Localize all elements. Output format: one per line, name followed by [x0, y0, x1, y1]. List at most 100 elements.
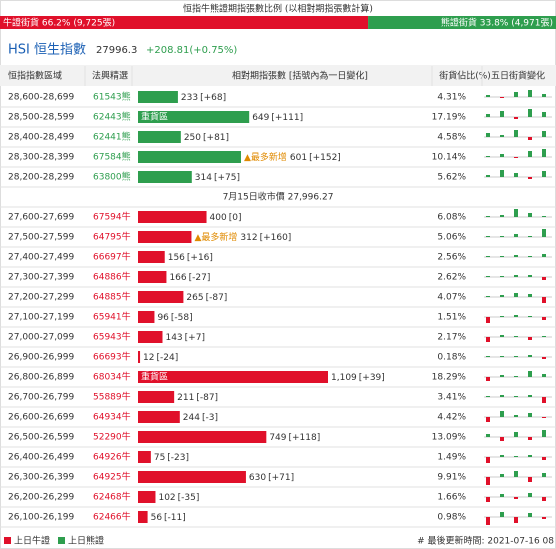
contract-label: 314 [+75]	[195, 173, 240, 183]
contracts: 400	[210, 213, 227, 223]
code-link[interactable]: 62468牛	[93, 491, 131, 503]
share: 2.17%	[437, 333, 466, 343]
five-day-bar	[528, 213, 532, 217]
contract-label: 1,109 [+39]	[331, 373, 385, 383]
index-change: +208.81(+0.75%)	[146, 45, 237, 56]
index-name: 恒生指數	[34, 43, 86, 58]
code-link[interactable]: 66697牛	[93, 251, 131, 263]
code-link[interactable]: 64795牛	[93, 231, 131, 243]
five-day-bar	[486, 216, 490, 217]
five-day-bar	[528, 493, 532, 497]
contract-label: 233 [+68]	[181, 93, 226, 103]
code-link[interactable]: 66693牛	[93, 351, 131, 363]
contracts: 749	[269, 433, 286, 443]
change: [+68]	[200, 93, 226, 103]
contract-bar	[138, 151, 241, 163]
code-link[interactable]: 62443熊	[93, 111, 131, 123]
five-day-bar	[542, 336, 546, 337]
contract-bar	[138, 451, 151, 463]
change: [+7]	[185, 333, 205, 343]
code-link[interactable]: 61543熊	[93, 91, 131, 103]
share: 0.98%	[437, 513, 466, 523]
range: 27,600-27,699	[8, 213, 75, 223]
five-day-bar	[542, 497, 546, 501]
contracts: 312	[240, 233, 257, 243]
five-day-bar	[514, 471, 518, 477]
five-day-bar	[514, 117, 518, 119]
code-link[interactable]: 63800熊	[93, 171, 131, 183]
five-day-bar	[500, 455, 504, 457]
change: [+160]	[260, 233, 292, 243]
contract-label: 75 [-23]	[154, 453, 189, 463]
five-day-bar	[528, 371, 532, 377]
column-header: 法興精選	[92, 70, 128, 82]
contracts: 96	[157, 313, 169, 323]
change: [0]	[229, 213, 242, 223]
five-day-bar	[500, 276, 504, 277]
range: 26,400-26,499	[8, 453, 75, 463]
five-day-bar	[500, 135, 504, 137]
bear-ratio-bar	[368, 16, 556, 29]
contracts: 1,109	[331, 373, 357, 383]
range: 26,700-26,799	[8, 393, 75, 403]
five-day-bar	[514, 130, 518, 137]
code-link[interactable]: 64886牛	[93, 271, 131, 283]
code-link[interactable]: 65941牛	[93, 311, 131, 323]
code-link[interactable]: 67594牛	[93, 211, 131, 223]
column-header: 五日街貨變化	[491, 70, 545, 82]
five-day-bar	[500, 411, 504, 417]
contract-label: 244 [-3]	[183, 413, 218, 423]
contract-label: 749 [+118]	[269, 433, 320, 443]
range: 27,000-27,099	[8, 333, 75, 343]
code-link[interactable]: 67584熊	[93, 151, 131, 163]
five-day-bar	[542, 254, 546, 257]
contract-bar	[138, 211, 207, 223]
change: [+81]	[203, 133, 229, 143]
code-link[interactable]: 62466牛	[93, 511, 131, 523]
five-day-bar	[528, 437, 532, 440]
five-day-bar	[486, 114, 490, 117]
five-day-bar	[542, 517, 546, 519]
five-day-bar	[528, 337, 532, 340]
range: 26,100-26,199	[8, 513, 75, 523]
code-link[interactable]: 64934牛	[93, 411, 131, 423]
contract-label: 156 [+16]	[168, 253, 213, 263]
contract-bar	[138, 271, 167, 283]
code-link[interactable]: 52290牛	[93, 431, 131, 443]
contract-bar	[138, 311, 155, 323]
five-day-bar	[542, 357, 546, 359]
five-day-bar	[514, 255, 518, 257]
five-day-bar	[500, 375, 504, 377]
bear-ratio-label: 熊證街貨 33.8% (4,971張)	[441, 17, 553, 29]
code-link[interactable]: 64885牛	[93, 291, 131, 303]
table-header-bg	[0, 65, 556, 86]
code-link[interactable]: 64925牛	[93, 471, 131, 483]
contract-bar	[138, 251, 165, 263]
share: 6.08%	[437, 213, 466, 223]
share: 1.51%	[437, 313, 466, 323]
code-link[interactable]: 65943牛	[93, 331, 131, 343]
code-link[interactable]: 64926牛	[93, 451, 131, 463]
contract-label: 265 [-87]	[186, 293, 227, 303]
close-label: 7月15日收市價 27,996.27	[223, 191, 334, 203]
share: 1.49%	[437, 453, 466, 463]
five-day-bar	[486, 356, 490, 357]
bull-ratio-bar	[0, 16, 369, 29]
contracts: 166	[169, 273, 186, 283]
five-day-bar	[500, 295, 504, 297]
code-link[interactable]: 68034牛	[93, 371, 131, 383]
code-link[interactable]: 62441熊	[93, 131, 131, 143]
five-day-bar	[486, 337, 490, 342]
share: 3.41%	[437, 393, 466, 403]
code-link[interactable]: 55889牛	[93, 391, 131, 403]
index-code: HSI	[8, 43, 30, 58]
five-day-bar	[542, 397, 546, 403]
five-day-bar	[514, 356, 518, 357]
five-day-bar	[500, 154, 504, 157]
five-day-bar	[500, 335, 504, 337]
contracts: 102	[158, 493, 175, 503]
contract-bar	[138, 411, 180, 423]
five-day-bar	[500, 356, 504, 357]
